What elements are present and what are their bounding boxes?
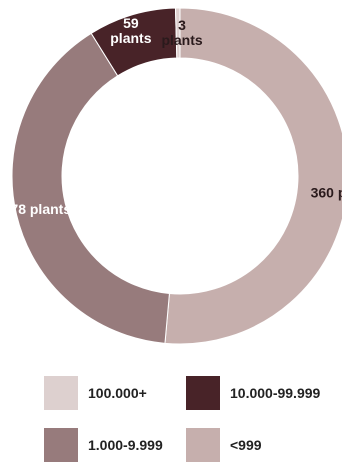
- slice-label-999: 360 plants: [311, 184, 342, 200]
- slice-label-100-000: 3 plants: [161, 17, 202, 48]
- legend-label-100-000: 100.000+: [88, 385, 147, 401]
- donut-slices: [11, 7, 342, 345]
- legend-swatch-10-000-99-999: [186, 376, 220, 410]
- donut-slice-999: [164, 7, 342, 345]
- legend-swatch-999: [186, 428, 220, 462]
- donut-slice-1-000-9-999: [11, 32, 170, 344]
- slice-label-10-000-99-999: 59 plants: [110, 15, 151, 46]
- legend-swatch-1-000-9-999: [44, 428, 78, 462]
- legend-label-999: <999: [230, 437, 262, 453]
- legend: 100.000+ 10.000-99.999 1.000-9.999 <999: [44, 376, 321, 462]
- legend-label-10-000-99-999: 10.000-99.999: [230, 385, 321, 401]
- legend-swatch-100-000: [44, 376, 78, 410]
- legend-label-1-000-9-999: 1.000-9.999: [88, 437, 163, 453]
- donut-slice-100-000: [174, 7, 181, 59]
- slice-label-1-000-9-999: 278 plants: [3, 201, 72, 217]
